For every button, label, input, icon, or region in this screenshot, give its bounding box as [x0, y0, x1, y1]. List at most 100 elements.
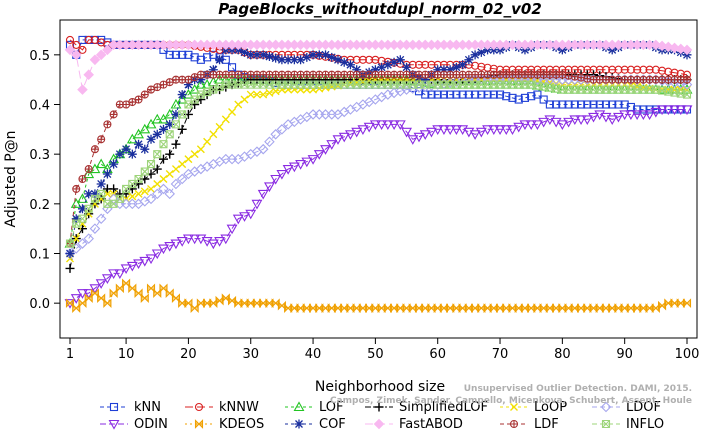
x-tick-label: 80	[554, 347, 571, 362]
data-point-loop	[215, 122, 224, 131]
data-point-odin	[270, 174, 282, 185]
data-point-cof	[127, 149, 137, 159]
series-kdeos	[65, 278, 692, 313]
data-point-knn	[209, 50, 218, 59]
series-line-knnw	[69, 39, 688, 76]
data-point-ldf	[539, 70, 548, 79]
data-point-cof	[71, 214, 81, 224]
data-point-cof	[140, 144, 150, 154]
legend-marker-knnw	[194, 402, 204, 412]
data-point-odin	[145, 254, 157, 265]
legend-marker-loop	[510, 403, 518, 411]
data-point-odin	[401, 127, 412, 138]
data-point-odin	[326, 140, 338, 150]
data-point-ldof	[77, 238, 88, 249]
data-point-knnw	[633, 65, 642, 74]
data-point-odin	[625, 110, 637, 121]
legend-marker-simplifiedlof	[374, 402, 384, 412]
data-point-kdeos	[227, 295, 237, 306]
series-inflo	[65, 80, 692, 248]
data-point-fastabod	[83, 69, 94, 80]
y-tick-label: 0.2	[29, 198, 50, 213]
data-point-knn	[639, 105, 648, 114]
data-point-ldof	[257, 143, 269, 155]
data-point-loop	[240, 95, 249, 104]
data-point-loop	[128, 192, 137, 201]
data-point-kdeos	[122, 278, 131, 289]
data-point-loop	[271, 87, 280, 96]
data-point-cof	[109, 159, 119, 169]
data-point-odin	[282, 165, 294, 175]
x-tick-label: 10	[118, 347, 135, 362]
legend-label: LDF	[534, 417, 559, 432]
data-point-odin	[139, 256, 151, 267]
data-point-knn	[196, 55, 205, 64]
data-point-odin	[376, 120, 388, 130]
data-point-ldof	[176, 173, 188, 185]
data-point-ldf	[252, 70, 262, 79]
data-point-inflo	[140, 167, 149, 176]
data-point-ldf	[477, 70, 486, 79]
legend-marker-lof	[293, 401, 305, 412]
plot-frame	[59, 19, 698, 339]
data-point-inflo	[171, 120, 180, 129]
data-point-loop	[153, 179, 162, 188]
x-tick-label: 50	[367, 347, 384, 362]
data-point-odin	[114, 269, 126, 279]
data-point-odin	[301, 157, 313, 168]
data-point-inflo	[153, 150, 162, 159]
data-point-odin	[619, 110, 631, 121]
data-point-knn	[527, 92, 536, 101]
data-point-knn	[190, 53, 199, 62]
data-point-odin	[644, 110, 656, 121]
data-point-odin	[295, 160, 307, 170]
legend-marker-ldf	[509, 419, 519, 429]
data-point-odin	[182, 234, 194, 245]
data-point-cof	[420, 75, 430, 85]
data-point-ldf	[103, 120, 112, 129]
data-point-cof	[283, 55, 293, 65]
data-point-ldf	[84, 165, 93, 174]
legend-marker-ldof	[600, 401, 612, 413]
data-point-odin	[363, 122, 375, 133]
data-point-odin	[170, 239, 182, 250]
data-point-odin	[656, 105, 668, 116]
data-point-odin	[650, 107, 662, 118]
series-line-ldof	[69, 79, 688, 254]
data-point-cof	[289, 55, 299, 65]
legend-item-odin: ODIN	[100, 417, 168, 432]
data-point-odin	[469, 130, 481, 140]
data-point-kdeos	[146, 283, 156, 294]
data-point-inflo	[146, 160, 156, 169]
data-point-kdeos	[97, 293, 106, 304]
data-point-ldof	[276, 124, 288, 135]
data-point-odin	[133, 259, 144, 270]
data-point-lof	[151, 113, 163, 124]
data-point-odin	[631, 110, 643, 121]
data-point-cof	[158, 124, 168, 134]
data-point-ldof	[158, 183, 169, 195]
series-ldf	[65, 70, 692, 248]
legend-marker-kdeos	[194, 419, 204, 429]
data-point-knn	[614, 100, 623, 109]
legend-label: kNN	[134, 400, 161, 415]
series-line-loop	[69, 79, 687, 259]
data-point-knnw	[620, 65, 629, 74]
data-point-ldf	[97, 135, 106, 144]
data-point-cof	[377, 62, 387, 72]
data-point-simplifiedlof	[158, 154, 168, 164]
y-axis-label: Adjusted P@n	[3, 130, 19, 227]
data-point-knnw	[614, 65, 623, 74]
data-point-knn	[477, 90, 486, 99]
data-point-knnw	[352, 55, 361, 64]
data-point-ldof	[164, 188, 175, 200]
legend: kNN kNNW LOF SimplifiedLOF LoOP LDOF ODIN KDEOS…	[100, 400, 664, 432]
legend-label: COF	[319, 417, 346, 432]
data-point-odin	[214, 237, 226, 247]
data-point-knn	[520, 93, 530, 102]
data-point-ldf	[390, 70, 399, 79]
data-point-kdeos	[184, 298, 193, 308]
data-point-ldof	[83, 233, 94, 244]
data-point-cof	[314, 50, 324, 60]
